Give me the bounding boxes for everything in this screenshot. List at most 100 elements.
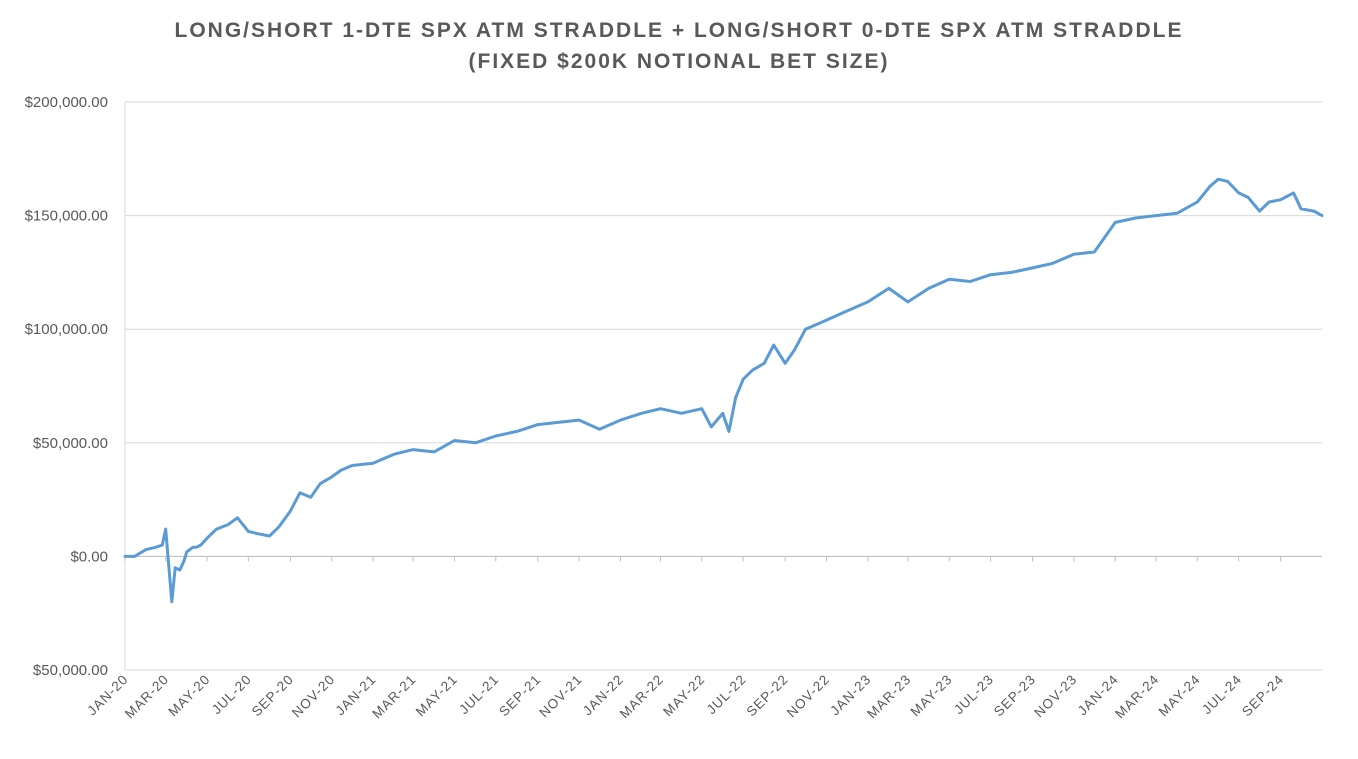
- data-point: [556, 421, 560, 424]
- data-point: [640, 412, 643, 415]
- data-point: [1196, 200, 1199, 204]
- data-point: [1312, 209, 1316, 213]
- plot-area: [123, 177, 1324, 604]
- data-point: [1267, 200, 1271, 204]
- x-tick-label: MAR-24: [1112, 672, 1162, 722]
- data-point: [298, 491, 302, 494]
- data-point: [927, 287, 931, 290]
- x-tick-label: NOV-22: [784, 672, 833, 721]
- data-point: [866, 300, 870, 304]
- series-line: [123, 177, 1324, 604]
- data-point: [721, 412, 725, 415]
- y-tick-label: $50,000.00: [33, 435, 108, 452]
- data-point: [1072, 253, 1076, 256]
- data-point: [1279, 198, 1282, 201]
- x-tick-label: SEP-20: [249, 672, 297, 720]
- y-axis: $200,000.00 $150,000.00 $100,000.00 $50,000…: [25, 94, 126, 679]
- data-point: [1114, 221, 1117, 224]
- data-point: [619, 418, 622, 422]
- x-tick-label: MAR-22: [617, 672, 667, 722]
- data-point: [577, 418, 581, 422]
- data-point: [948, 278, 951, 281]
- x-tick-label: MAY-21: [413, 672, 461, 720]
- x-tick-label: JUL-20: [209, 672, 255, 718]
- data-point: [536, 423, 539, 426]
- x-tick-label: MAY-22: [660, 672, 708, 720]
- x-tick-label: SEP-23: [991, 672, 1039, 720]
- data-point: [741, 377, 745, 381]
- data-point: [1217, 178, 1220, 181]
- data-point: [161, 543, 164, 547]
- data-point: [319, 482, 322, 485]
- chart-title: LONG/SHORT 1-DTE SPX ATM STRADDLE + LONG…: [174, 19, 1184, 42]
- y-tick-label: $0.00: [70, 548, 108, 565]
- data-point: [277, 525, 281, 529]
- data-point: [194, 546, 198, 549]
- chart-subtitle: (FIXED $200K NOTIONAL BET SIZE): [468, 50, 890, 73]
- data-point: [432, 450, 436, 454]
- x-tick-label: MAR-20: [122, 672, 172, 722]
- data-point: [751, 368, 754, 372]
- x-tick-label: SEP-22: [744, 672, 792, 720]
- data-point: [494, 434, 497, 438]
- data-point: [1292, 191, 1295, 195]
- x-tick-label: SEP-24: [1239, 672, 1287, 720]
- x-tick-label: SEP-21: [496, 672, 544, 720]
- data-point: [474, 441, 477, 444]
- data-point: [887, 287, 891, 290]
- data-point: [1208, 184, 1212, 188]
- x-tick-label: MAY-20: [165, 672, 213, 720]
- data-point: [762, 362, 766, 365]
- data-point: [350, 464, 354, 467]
- data-point: [247, 530, 250, 533]
- data-point: [1320, 214, 1324, 217]
- y-tick-label: $150,000.00: [25, 208, 108, 225]
- data-point: [191, 546, 194, 549]
- data-point: [170, 600, 173, 604]
- x-tick-label: JUL-24: [1199, 672, 1245, 718]
- data-point: [392, 452, 396, 456]
- data-point: [154, 546, 157, 549]
- data-point: [226, 523, 230, 526]
- x-tick-label: JUL-22: [704, 672, 750, 718]
- data-point: [123, 555, 127, 558]
- data-point: [289, 509, 292, 513]
- data-point: [1237, 191, 1240, 195]
- data-point: [734, 396, 737, 399]
- data-point: [330, 475, 333, 479]
- data-point: [969, 280, 972, 283]
- data-point: [199, 543, 203, 547]
- data-point: [1093, 250, 1096, 254]
- data-point: [215, 527, 218, 531]
- data-point: [236, 516, 239, 519]
- data-point: [598, 427, 601, 431]
- x-tick-label: JUL-23: [951, 672, 997, 718]
- data-point: [164, 527, 167, 531]
- data-point: [727, 430, 731, 433]
- data-point: [1051, 262, 1055, 265]
- data-point: [178, 568, 182, 572]
- data-point: [804, 328, 807, 331]
- data-point: [1031, 266, 1034, 270]
- data-point: [340, 468, 343, 472]
- data-point: [710, 425, 713, 429]
- y-tick-label: $100,000.00: [25, 321, 108, 338]
- data-point: [659, 407, 662, 410]
- data-point: [185, 550, 188, 554]
- data-point: [371, 462, 375, 465]
- x-tick-label: MAY-23: [908, 672, 956, 720]
- data-point: [1226, 180, 1229, 183]
- x-tick-label: MAY-24: [1156, 672, 1204, 720]
- data-point: [411, 448, 415, 451]
- data-point: [182, 559, 186, 563]
- data-point: [256, 532, 260, 535]
- data-point: [133, 555, 136, 558]
- data-point: [1258, 209, 1261, 213]
- data-point: [793, 348, 796, 351]
- data-point: [1135, 216, 1138, 220]
- gridlines: [125, 101, 1322, 671]
- data-point: [989, 273, 992, 276]
- data-point: [515, 430, 518, 433]
- y-tick-label: $50,000.00: [33, 662, 108, 679]
